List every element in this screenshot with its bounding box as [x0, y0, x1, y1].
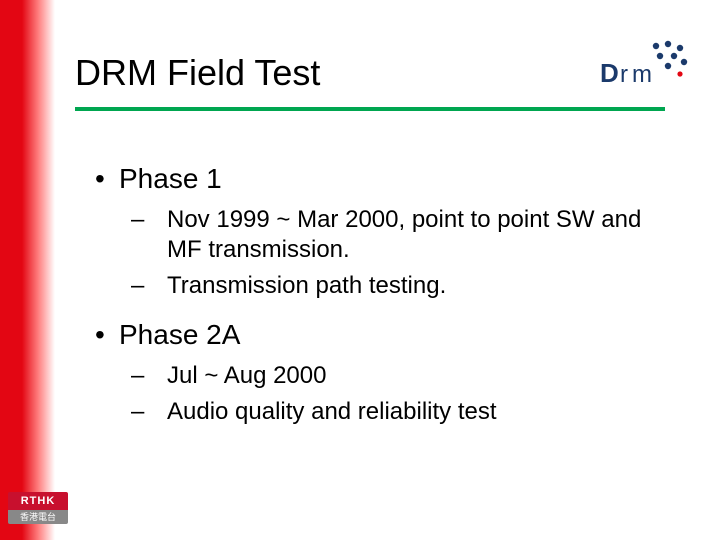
content-area: Phase 1 –Nov 1999 ~ Mar 2000, point to p…	[95, 145, 655, 433]
left-red-stripe	[0, 0, 55, 540]
dash-icon: –	[149, 205, 167, 235]
slide-title: DRM Field Test	[75, 52, 665, 98]
dash-icon: –	[149, 361, 167, 391]
title-underline	[75, 107, 665, 111]
subbullet-text: Jul ~ Aug 2000	[167, 362, 326, 389]
bullet-phase1: Phase 1	[95, 163, 655, 195]
dash-icon: –	[149, 271, 167, 301]
dash-icon: –	[149, 397, 167, 427]
subbullet-text: Transmission path testing.	[167, 272, 446, 299]
subbullet: –Jul ~ Aug 2000	[95, 361, 655, 391]
bullet-phase2a: Phase 2A	[95, 319, 655, 351]
slide: D r m DRM Field Test Phase 1 –Nov 1999 ~…	[0, 0, 720, 540]
rthk-logo-bottom: 香港電台	[8, 510, 68, 524]
bullet-text: Phase 2A	[119, 319, 240, 350]
subbullet: –Transmission path testing.	[95, 271, 655, 301]
subbullet-text: Audio quality and reliability test	[167, 398, 497, 425]
subbullet-text: Nov 1999 ~ Mar 2000, point to point SW a…	[167, 206, 641, 263]
bullet-text: Phase 1	[119, 163, 222, 194]
subbullet: –Nov 1999 ~ Mar 2000, point to point SW …	[95, 205, 655, 265]
rthk-logo: RTHK 香港電台	[8, 492, 68, 526]
rthk-logo-top: RTHK	[8, 492, 68, 510]
subbullet: –Audio quality and reliability test	[95, 397, 655, 427]
title-area: DRM Field Test	[75, 52, 665, 116]
